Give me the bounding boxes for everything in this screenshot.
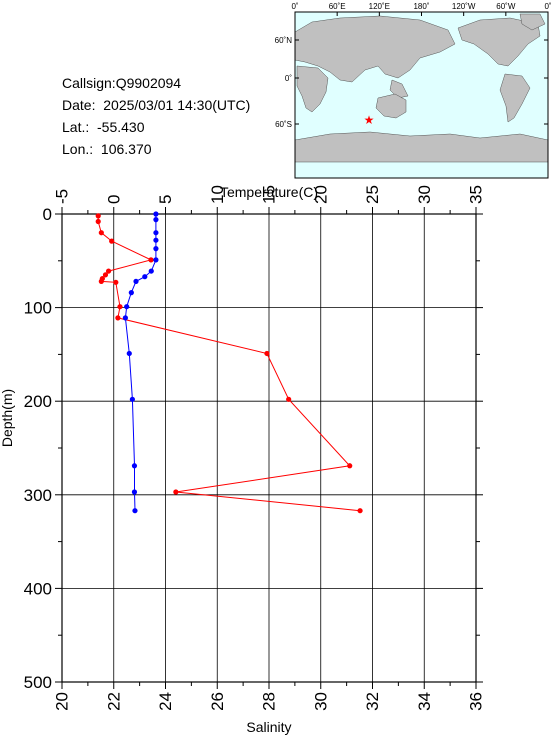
salinity-data-point [126,350,132,357]
map-lat-label: 60˚N [275,36,293,45]
salinity-tick-label: 36 [467,692,486,711]
depth-tick-label: 400 [24,579,52,598]
temperature-data-point [117,304,123,310]
salinity-tick-label: 30 [311,692,330,711]
salinity-data-point [131,463,138,469]
salinity-tick-label: 20 [53,692,72,711]
depth-axis-title: Depth(m) [0,389,15,447]
temperature-tick-label: 25 [363,185,382,204]
salinity-data-point [153,257,159,263]
temperature-data-point [98,278,104,284]
salinity-data-point [133,278,139,284]
salinity-data-point [132,508,138,514]
map-lon-label: 120˚W [452,2,476,11]
salinity-tick-label: 34 [415,692,434,711]
map-lon-label: 120˚E [369,2,390,11]
salinity-data-point [148,268,154,274]
temperature-tick-label: 30 [415,185,434,204]
salinity-data-point [153,211,159,217]
salinity-data-point [153,230,159,236]
depth-tick-label: 300 [24,486,52,505]
map-land-antarctica [294,131,549,163]
temperature-data-point [109,238,115,244]
salinity-axis-title: Salinity [246,719,291,735]
map-land-greenland [519,13,546,31]
salinity-data-point [153,246,159,252]
salinity-tick-label: 26 [208,692,227,711]
temperature-tick-label: 15 [260,185,279,204]
temperature-data-point [105,268,112,274]
temperature-data-point [264,350,270,357]
temperature-data-point [95,218,101,225]
map-lat-label: 60˚S [275,120,292,129]
date-text: Date: 2025/03/01 14:30(UTC) [62,97,251,113]
plot-frame [61,213,477,683]
map-land-north-america [457,17,541,67]
map-land-eurasia [294,15,456,83]
temperature-data-point [286,396,292,402]
temperature-data-point [357,508,363,514]
salinity-data-point [122,315,128,321]
depth-tick-label: 100 [24,299,52,318]
temperature-data-point [95,213,101,219]
temperature-tick-label: 35 [467,185,486,204]
latitude-text: Lat.: -55.430 [62,119,145,135]
station-info: Callsign:Q9902094 Date: 2025/03/01 14:30… [62,72,250,160]
salinity-tick-label: 22 [104,692,123,711]
map-lon-label: 0˚ [544,2,551,11]
map-lon-label: 0˚ [291,2,298,11]
map-lat-label: 0˚ [285,74,292,83]
salinity-data-point [129,396,135,402]
salinity-data-point [142,274,148,280]
depth-tick-label: 0 [43,205,52,224]
temperature-data-point [347,463,353,469]
temperature-data-point [173,489,179,495]
map-land-asia-east [389,79,409,99]
temperature-data-point [98,230,104,236]
salinity-data-point [153,237,159,243]
temperature-tick-label: 0 [104,195,123,204]
temperature-data-point [113,279,119,285]
salinity-data-point [124,304,130,310]
map-lon-label: 60˚W [496,2,516,11]
temperature-tick-label: 10 [208,185,227,204]
salinity-data-point [153,217,159,223]
map-lon-label: 60˚E [329,2,346,11]
map-lon-label: 180˚ [413,2,429,11]
salinity-tick-label: 28 [260,692,279,711]
salinity-tick-label: 32 [363,692,382,711]
salinity-data-point [128,290,134,296]
longitude-text: Lon.: 106.370 [62,141,152,157]
temperature-data-point [102,272,109,278]
depth-tick-label: 200 [24,392,52,411]
map-land-south-america [499,73,531,123]
temperature-data-point [115,315,121,321]
temperature-data-point [148,257,154,263]
map-land-australia [375,93,407,119]
temperature-tick-label: 20 [311,185,330,204]
temperature-tick-label: -5 [53,189,72,204]
map-land-africa [296,65,329,113]
salinity-data-point [131,489,138,495]
world-map: 0˚ 60˚E 120˚E 180˚ 120˚W 60˚W 0˚ 60˚N 0˚ 60˚S ★ [275,2,552,179]
map-station-marker: ★ [364,113,375,127]
depth-tick-label: 500 [24,673,52,692]
salinity-tick-label: 24 [156,692,175,711]
callsign-text: Callsign:Q9902094 [62,75,182,91]
temperature-axis-title: Temperature(C) [220,184,318,200]
temperature-tick-label: 5 [156,195,175,204]
